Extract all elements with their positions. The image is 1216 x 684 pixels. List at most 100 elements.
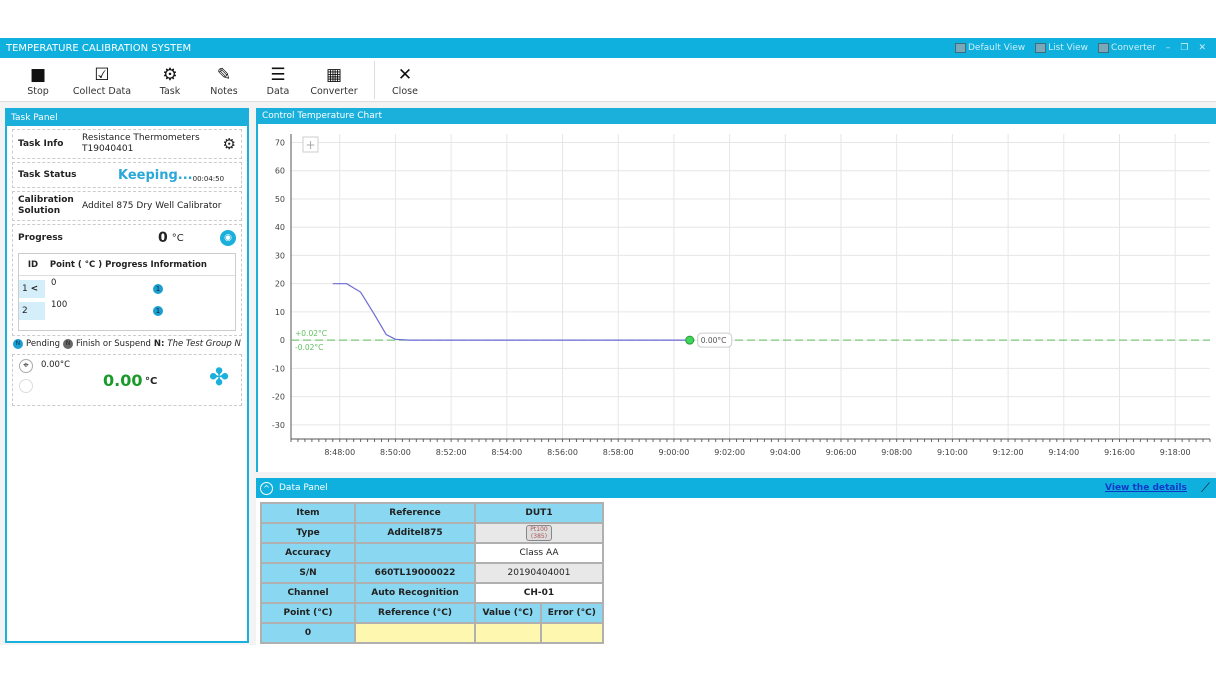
chart-panel-title: Control Temperature Chart <box>258 108 1216 124</box>
pending-badge: 1 <box>153 284 163 294</box>
notes-button[interactable]: ✎ Notes <box>202 58 246 97</box>
cell: 660TL19000022 <box>354 562 476 584</box>
cell <box>354 542 476 564</box>
calibration-label: Calibration Solution <box>18 195 74 216</box>
y-tick-label: 40 <box>275 223 285 232</box>
zoom-plus-icon: + <box>305 138 315 152</box>
converter-button[interactable]: ▦ Converter <box>304 58 364 97</box>
y-tick-label: -10 <box>272 364 285 373</box>
data-label: Data <box>266 86 290 97</box>
cell[interactable]: Class AA <box>474 542 604 564</box>
cell[interactable]: Pt100 (385) <box>474 522 604 544</box>
col-point: Point ( °C ) <box>49 259 103 270</box>
restore-button[interactable]: ❐ <box>1180 43 1189 53</box>
current-value-callout <box>697 332 733 348</box>
cell <box>354 622 476 644</box>
cell: Additel875 <box>354 522 476 544</box>
converter-view-button[interactable]: Converter <box>1098 43 1156 53</box>
current-arrow-icon: < <box>30 284 39 294</box>
view-details-link[interactable]: View the details <box>1105 483 1187 493</box>
calibration-section: Calibration Solution Additel 875 Dry Wel… <box>12 191 242 221</box>
task-info-label: Task Info <box>18 139 64 149</box>
col-id: ID <box>27 259 39 270</box>
pending-legend-label: Pending <box>26 339 60 349</box>
task-settings-gear-icon[interactable]: ⚙ <box>222 135 236 153</box>
table-row[interactable]: 2 100 1 <box>19 300 235 322</box>
task-id: T19040401 <box>82 144 134 154</box>
cell[interactable]: DUT1 <box>474 502 604 524</box>
close-icon: ✕ <box>397 65 413 85</box>
zoom-button <box>302 136 319 153</box>
cell: Reference <box>354 502 476 524</box>
list-view-label: List View <box>1048 43 1089 53</box>
elapsed-time: 00:04:50 <box>192 175 225 183</box>
finish-legend-icon: N <box>62 339 73 349</box>
y-tick-label: 10 <box>275 308 285 317</box>
control-temperature-chart[interactable]: 70 60 50 40 30 20 10 0 -10 -20 -30 8:48:00 8:50:00 8:… <box>258 124 1216 472</box>
y-tick-label: -30 <box>272 421 285 430</box>
default-view-button[interactable]: Default View <box>954 43 1025 53</box>
y-tick-label: 30 <box>275 251 285 260</box>
stop-button[interactable]: ■ Stop <box>20 58 56 97</box>
row-label: Type <box>260 522 356 544</box>
collapse-icon[interactable]: ^ <box>260 481 273 495</box>
title-bar: TEMPERATURE CALIBRATION SYSTEM Default V… <box>0 38 1216 58</box>
cell[interactable]: CH-01 <box>474 582 604 604</box>
table-row[interactable]: 1 < 0 1 <box>19 278 235 300</box>
progress-value: 0 <box>158 230 168 246</box>
task-status-section: Task Status Keeping... 00:04:50 <box>12 162 242 188</box>
current-point-marker <box>685 335 695 345</box>
col-header: Error (°C) <box>539 602 605 624</box>
calculator-icon: ▦ <box>325 65 343 85</box>
notes-label: Notes <box>210 86 238 97</box>
x-tick-label: 8:56:00 <box>547 448 578 457</box>
collect-data-button[interactable]: ☑ Collect Data <box>60 58 144 97</box>
row-label: S/N <box>260 562 356 584</box>
cell: 0 <box>260 622 356 644</box>
setpoint-value: 0.00°C <box>41 360 71 370</box>
upper-tolerance-label: +0.02°C <box>295 329 327 338</box>
y-tick-label: 20 <box>275 280 285 289</box>
temperature-series-line <box>332 283 690 341</box>
list-view-button[interactable]: List View <box>1035 43 1088 53</box>
y-tick-label: 70 <box>275 138 285 147</box>
pending-legend-icon: N <box>13 339 23 349</box>
target-icon[interactable]: ⌖ <box>19 359 33 373</box>
database-icon: ☰ <box>270 65 286 85</box>
close-label: Close <box>392 86 418 97</box>
data-row: Channel Auto Recognition CH-01 <box>260 582 604 604</box>
task-panel: Task Panel Task Info Resistance Thermome… <box>5 108 249 643</box>
row-id: 2 <box>19 302 45 320</box>
converter-label: Converter <box>310 86 358 97</box>
x-tick-label: 8:58:00 <box>603 448 634 457</box>
stop-label: Stop <box>27 86 49 97</box>
checkbox-icon: ☑ <box>94 65 110 85</box>
minimize-button[interactable]: – <box>1165 43 1171 53</box>
default-view-icon <box>954 43 966 53</box>
task-panel-title: Task Panel <box>7 110 247 126</box>
y-tick-label: 50 <box>275 195 285 204</box>
close-button[interactable]: ✕ Close <box>385 58 425 97</box>
pt100-sensor-icon: Pt100 (385) <box>526 525 552 541</box>
eye-icon[interactable]: ◉ <box>220 230 236 246</box>
x-tick-label: 8:50:00 <box>380 448 411 457</box>
n-legend-text: The Test Group N <box>167 339 241 349</box>
line-chart-icon[interactable]: ⟋ <box>1200 480 1210 496</box>
controller-section: ⌖ 0.00°C 0.00 °C ✤ <box>12 354 242 406</box>
calibration-value: Additel 875 Dry Well Calibrator <box>82 201 222 211</box>
cell[interactable]: 20190404001 <box>474 562 604 584</box>
calculator-icon <box>1098 43 1110 53</box>
x-tick-label: 9:16:00 <box>1104 448 1135 457</box>
x-tick-label: 9:10:00 <box>937 448 968 457</box>
x-tick-label: 8:52:00 <box>436 448 467 457</box>
disabled-control-icon <box>19 379 33 393</box>
data-row: S/N 660TL19000022 20190404001 <box>260 562 604 584</box>
data-panel: ^ Data Panel View the details ⟋ Item Refe… <box>256 478 1216 645</box>
x-tick-label: 9:12:00 <box>993 448 1024 457</box>
progress-label: Progress <box>18 233 63 243</box>
point-row[interactable]: 0 <box>260 622 605 644</box>
close-window-button[interactable]: ✕ <box>1198 43 1206 53</box>
task-button[interactable]: ⚙ Task <box>148 58 192 97</box>
data-button[interactable]: ☰ Data <box>256 58 300 97</box>
status-legend: N Pending N Finish or Suspend N: The Tes… <box>7 339 247 349</box>
